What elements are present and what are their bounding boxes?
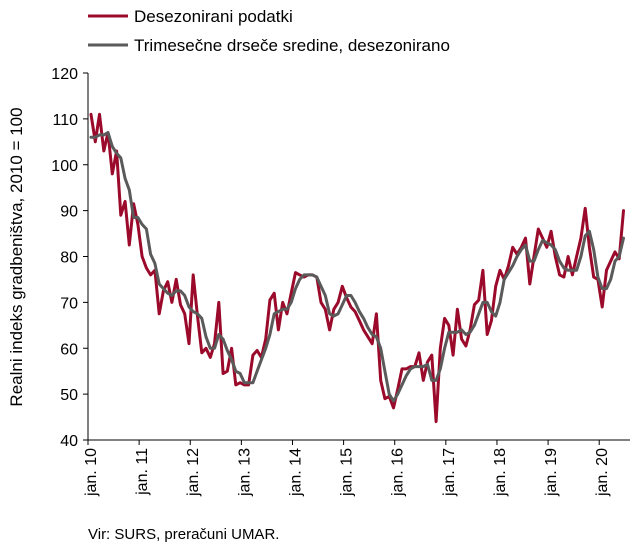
x-tick-label: jan. 19 — [543, 448, 560, 497]
legend-label-desezonirani: Desezonirani podatki — [134, 7, 293, 26]
y-axis-label: Realni indeks gradbeništva, 2010 = 100 — [7, 107, 26, 406]
series-line-drsece-sredine — [89, 131, 625, 403]
x-tick-label: jan. 20 — [594, 448, 611, 497]
x-axis: jan. 10 jan. 11 jan. 12 jan. 13 jan. 14 jan. … — [83, 439, 630, 497]
x-tick-label: jan. 13 — [236, 448, 253, 497]
x-tick-label: jan. 11 — [134, 448, 151, 496]
x-tick-label: jan. 17 — [441, 448, 458, 497]
x-tick-label: jan. 18 — [492, 448, 509, 497]
y-tick-label: 110 — [52, 112, 78, 129]
x-tick-label: jan. 12 — [185, 448, 202, 497]
x-tick-label: jan. 14 — [287, 448, 304, 497]
series-line-desezonirani — [89, 112, 625, 424]
y-tick-label: 120 — [51, 66, 78, 83]
y-tick-label: 80 — [60, 250, 78, 267]
y-tick-label: 50 — [60, 387, 78, 404]
source-note: Vir: SURS, preračuni UMAR. — [88, 526, 280, 543]
y-tick-label: 70 — [60, 295, 78, 312]
x-tick-label: jan. 10 — [83, 448, 100, 497]
y-tick-label: 40 — [60, 433, 78, 450]
legend-label-drsece-sredine: Trimesečne drseče sredine, desezonirano — [134, 36, 450, 55]
y-tick-label: 90 — [60, 204, 78, 221]
x-tick-label: jan. 15 — [339, 448, 356, 497]
y-tick-label: 100 — [51, 158, 78, 175]
series-layer — [89, 112, 625, 424]
legend: Desezonirani podatki Trimesečne drseče s… — [88, 7, 450, 55]
x-tick-label: jan. 16 — [390, 448, 407, 497]
y-tick-label: 60 — [60, 341, 78, 358]
y-axis: 40 50 60 70 80 90 100 110 120 — [51, 66, 89, 450]
